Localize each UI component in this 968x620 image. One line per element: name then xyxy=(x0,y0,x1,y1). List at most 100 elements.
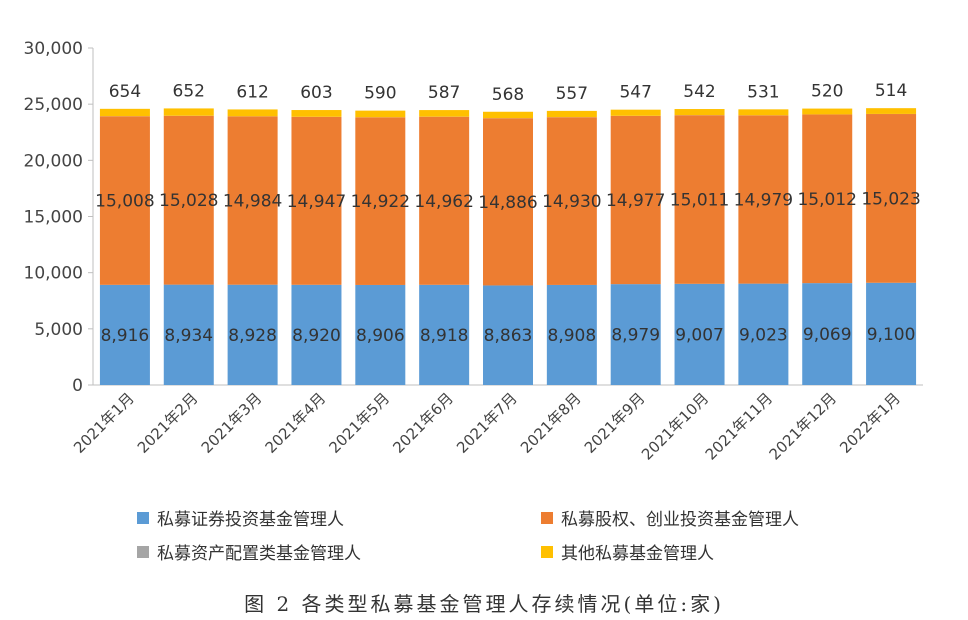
data-label-equity: 15,008 xyxy=(95,192,154,212)
bar-segment xyxy=(546,110,597,118)
y-tick-label: 0 xyxy=(72,376,83,396)
data-label-equity: 14,977 xyxy=(606,191,665,211)
legend-swatch-asset-allocation xyxy=(137,545,149,558)
data-label-equity: 14,979 xyxy=(734,191,793,211)
data-label-other: 568 xyxy=(492,85,524,105)
bar-segment xyxy=(419,116,470,285)
bar-segment xyxy=(546,284,597,385)
legend-swatch-equity xyxy=(541,511,553,524)
x-tick-label: 2021年12月 xyxy=(766,389,840,463)
data-label-securities: 8,920 xyxy=(292,326,341,346)
data-label-securities: 9,100 xyxy=(867,325,916,345)
data-label-other: 654 xyxy=(109,82,141,102)
y-tick-label: 30,000 xyxy=(24,39,83,59)
bar-segment xyxy=(610,284,661,385)
data-label-securities: 8,928 xyxy=(228,326,277,346)
data-label-securities: 8,918 xyxy=(420,326,469,346)
y-tick-label: 15,000 xyxy=(24,208,83,228)
bar-segment xyxy=(227,109,278,117)
legend-item-other: 其他私募基金管理人 xyxy=(541,539,714,564)
legend-label-other: 其他私募基金管理人 xyxy=(561,544,714,564)
x-tick-label: 2021年2月 xyxy=(134,389,202,457)
bar-segment xyxy=(802,108,853,115)
legend-swatch-securities xyxy=(137,511,149,524)
data-label-other: 652 xyxy=(173,81,205,101)
bar-segment xyxy=(483,285,533,385)
data-label-equity: 14,922 xyxy=(351,192,410,212)
data-label-equity: 14,962 xyxy=(414,192,473,212)
figure-caption: 图 2 各类型私募基金管理人存续情况(单位:家) xyxy=(244,592,724,616)
data-label-equity: 14,886 xyxy=(478,193,537,213)
data-label-other: 603 xyxy=(300,83,332,103)
y-tick-label: 5,000 xyxy=(34,320,83,340)
x-tick-label: 2021年1月 xyxy=(70,389,138,457)
bar-segment xyxy=(291,116,342,285)
bar-segment xyxy=(355,284,406,385)
legend-swatch-other xyxy=(541,545,553,558)
y-tick-label: 10,000 xyxy=(24,264,83,284)
bar-segment xyxy=(674,115,725,284)
data-label-other: 520 xyxy=(811,82,843,102)
bar-segment xyxy=(802,114,853,284)
y-tick-label: 25,000 xyxy=(24,95,83,115)
bar-segment xyxy=(419,110,470,117)
x-tick-label: 2021年10月 xyxy=(638,389,712,463)
bar-segment xyxy=(99,284,150,385)
data-label-securities: 8,908 xyxy=(548,326,597,346)
data-label-other: 514 xyxy=(875,81,907,101)
bar-segment xyxy=(99,116,150,285)
x-tick-label: 2021年5月 xyxy=(325,389,393,457)
data-label-securities: 8,979 xyxy=(611,326,660,346)
bar-segment xyxy=(291,110,342,117)
bar-segment xyxy=(483,118,533,286)
data-label-securities: 8,906 xyxy=(356,326,405,346)
bar-segment xyxy=(610,115,661,285)
x-tick-label: 2022年1月 xyxy=(836,389,904,457)
bar-segment xyxy=(802,283,853,385)
bar-segment xyxy=(227,116,278,285)
bar-segment xyxy=(674,283,725,385)
bar-segment xyxy=(163,284,214,385)
x-tick-label: 2021年8月 xyxy=(517,389,585,457)
bar-segment xyxy=(163,115,214,285)
x-tick-label: 2021年4月 xyxy=(262,389,330,457)
x-tick-label: 2021年6月 xyxy=(389,389,457,457)
data-label-securities: 9,023 xyxy=(739,325,788,345)
data-label-equity: 14,947 xyxy=(287,192,346,212)
bar-segment xyxy=(674,109,725,116)
bar-segment xyxy=(355,110,406,118)
legend-label-equity: 私募股权、创业投资基金管理人 xyxy=(561,510,799,530)
legend-item-equity: 私募股权、创业投资基金管理人 xyxy=(541,505,799,530)
bar-segment xyxy=(419,284,470,385)
bar-segment xyxy=(483,111,533,119)
data-label-equity: 15,011 xyxy=(670,191,729,211)
data-label-securities: 8,863 xyxy=(484,326,533,346)
data-label-equity: 14,984 xyxy=(223,192,282,212)
legend-item-securities: 私募证券投资基金管理人 xyxy=(137,505,344,530)
bar-segment xyxy=(866,114,917,283)
data-label-other: 557 xyxy=(556,84,588,104)
data-label-securities: 8,916 xyxy=(101,326,150,346)
data-label-securities: 9,069 xyxy=(803,325,852,345)
legend: 私募证券投资基金管理人 私募股权、创业投资基金管理人 私募资产配置类基金管理人 … xyxy=(0,505,968,565)
data-label-equity: 15,023 xyxy=(861,189,920,209)
data-label-securities: 8,934 xyxy=(164,326,213,346)
bar-segment xyxy=(163,108,214,116)
bar-segment xyxy=(99,108,150,117)
bar-segment xyxy=(738,115,789,284)
data-label-securities: 9,007 xyxy=(675,325,724,345)
x-tick-label: 2021年11月 xyxy=(702,389,776,463)
y-tick-label: 20,000 xyxy=(24,151,83,171)
stacked-bar-chart: 0 5,000 10,000 15,000 20,000 25,000 30,000 8,91… xyxy=(24,39,923,464)
data-label-other: 587 xyxy=(428,83,460,103)
data-label-equity: 15,012 xyxy=(797,190,856,210)
bar-segment xyxy=(738,283,789,385)
bar-segment xyxy=(291,284,342,385)
bar-segment xyxy=(546,117,597,285)
data-label-other: 590 xyxy=(364,84,396,104)
bar-segment xyxy=(227,284,278,385)
data-label-equity: 15,028 xyxy=(159,191,218,211)
bar-segment xyxy=(738,109,789,116)
data-label-other: 542 xyxy=(683,82,715,102)
data-label-other: 612 xyxy=(236,82,268,102)
